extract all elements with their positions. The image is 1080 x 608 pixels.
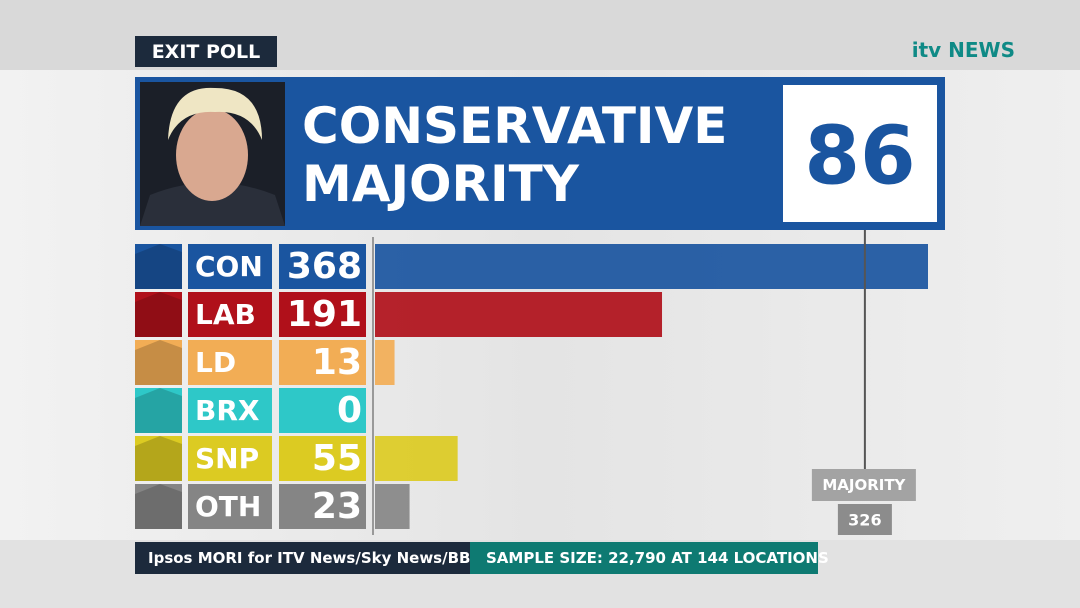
party-code-box: [188, 244, 272, 289]
party-icon: [135, 244, 182, 289]
bar: [375, 292, 663, 337]
party-code-box: [188, 340, 272, 385]
seat-value: 55: [312, 438, 362, 479]
seat-box: [279, 436, 366, 481]
seat-value: 191: [287, 294, 362, 335]
party-code-box: [188, 484, 272, 529]
party-code: CON: [195, 250, 263, 283]
note: SAMPLE SIZE: 22,790 AT 144 LOCATIONS: [486, 549, 829, 567]
seat-value: 13: [312, 342, 362, 383]
party-code-box: [188, 388, 272, 433]
title-line: CONSERVATIVE: [302, 97, 727, 155]
photo-hair: [168, 87, 262, 140]
source-box: [135, 542, 470, 574]
party-code: SNP: [195, 442, 259, 475]
title-line: MAJORITY: [302, 155, 580, 213]
bar: [375, 436, 458, 481]
party-code-box: [188, 436, 272, 481]
party-code: BRX: [195, 394, 260, 427]
majority-label: MAJORITY: [822, 476, 906, 494]
badge: EXIT POLL: [152, 41, 261, 63]
party-icon-shade: [135, 244, 182, 289]
seat-box: [279, 340, 366, 385]
seat-box: [279, 292, 366, 337]
party-icon: [135, 292, 182, 337]
headline-box: [783, 85, 937, 222]
party-icon: [135, 340, 182, 385]
source: Ipsos MORI for ITV News/Sky News/BBC: [148, 549, 481, 567]
photo-suit: [140, 182, 285, 226]
party-icon-shade: [135, 436, 182, 481]
seat-box: [279, 388, 366, 433]
party-code: LD: [195, 346, 236, 379]
seat-value: 368: [287, 246, 362, 287]
majority-value: 326: [848, 511, 881, 530]
headline-value: 86: [804, 110, 915, 203]
bar: [375, 484, 410, 529]
seat-value: 23: [312, 486, 362, 527]
photo-face: [176, 109, 248, 201]
party-icon-shade: [135, 292, 182, 337]
badge-box: [135, 36, 277, 67]
brand: itv NEWS: [912, 38, 1015, 62]
party-icon-shade: [135, 484, 182, 529]
party-code: OTH: [195, 490, 261, 523]
majority-label-box: [811, 469, 916, 501]
party-icon: [135, 388, 182, 433]
party-code: LAB: [195, 298, 256, 331]
bar: [375, 340, 395, 385]
party-icon: [135, 436, 182, 481]
bar: [375, 244, 928, 289]
party-icon-shade: [135, 340, 182, 385]
party-icon-shade: [135, 388, 182, 433]
party-icon: [135, 484, 182, 529]
seat-value: 0: [337, 390, 362, 431]
party-code-box: [188, 292, 272, 337]
seat-box: [279, 244, 366, 289]
note-box: [470, 542, 818, 574]
seat-box: [279, 484, 366, 529]
majority-value-box: [837, 504, 892, 535]
